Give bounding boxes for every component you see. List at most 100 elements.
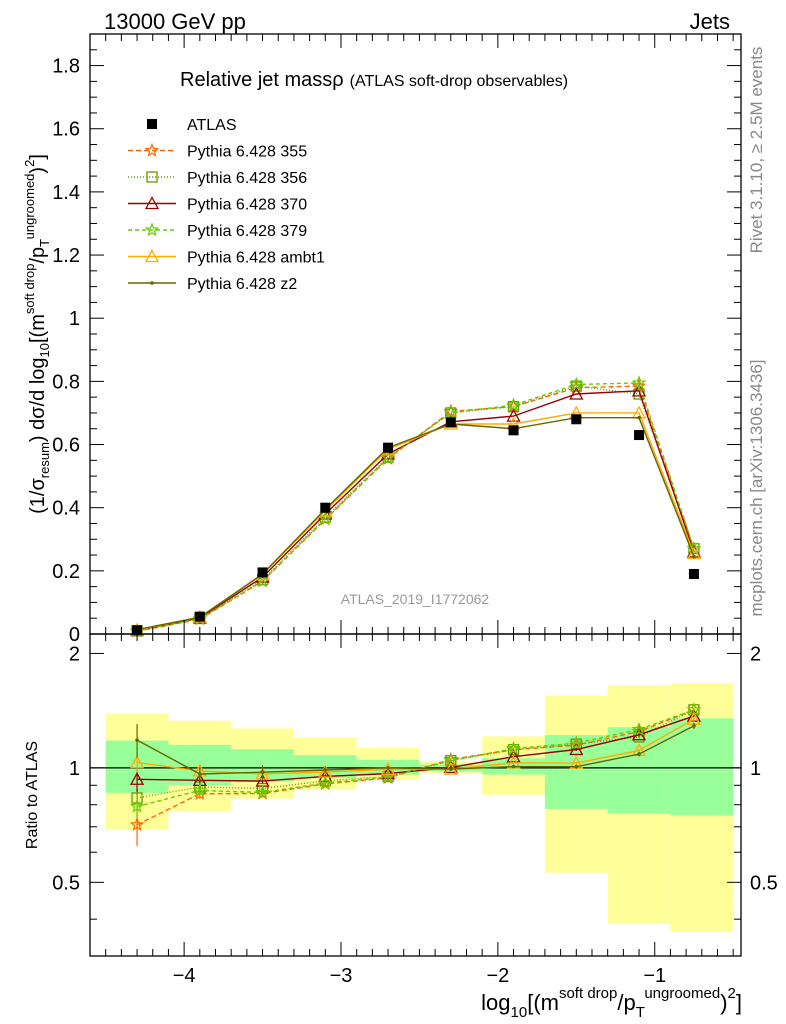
series-point xyxy=(443,403,459,418)
y-tick-label: 0.8 xyxy=(52,371,80,393)
y-tick-label: 1.4 xyxy=(52,182,80,204)
ratio-point xyxy=(318,764,333,778)
data-point xyxy=(508,425,519,436)
series-point xyxy=(637,415,641,420)
ratio-point xyxy=(260,770,265,774)
series-point xyxy=(506,397,521,412)
chart-title-main: Relative jet massρ xyxy=(180,69,344,91)
legend-label: Pythia 6.428 355 xyxy=(187,144,307,161)
ratio-point xyxy=(318,775,333,790)
ratio-point xyxy=(198,772,202,776)
chart-title: Relative jet massρ (ATLAS soft-drop obser… xyxy=(180,69,568,91)
data-point xyxy=(688,569,699,579)
legend-marker xyxy=(144,222,160,237)
series-point xyxy=(569,386,584,400)
ratio-point xyxy=(448,767,453,771)
header-left: 13000 GeV pp xyxy=(104,9,246,34)
x-tick-label: −4 xyxy=(173,965,196,987)
y-tick-label: 0.6 xyxy=(52,435,80,457)
y-tick-label: 0 xyxy=(69,624,80,646)
legend: ATLAS Pythia 6.428 355 Pythia 6.428 356 Pyt… xyxy=(128,117,325,293)
data-point xyxy=(634,430,645,441)
svg-text:Relative jet massρ(ATLAS soft-: Relative jet massρ (ATLAS soft-drop obser… xyxy=(180,69,568,91)
legend-marker-data xyxy=(147,119,157,129)
legend-label: Pythia 6.428 370 xyxy=(187,197,307,214)
ratio-point xyxy=(506,740,521,755)
ratio-point xyxy=(380,761,396,775)
data-point xyxy=(194,611,205,622)
y-tick-label: 1 xyxy=(69,308,80,330)
ratio-y-tick-label: 2 xyxy=(69,643,80,665)
data-point xyxy=(571,414,582,425)
y-tick-label: 0.4 xyxy=(52,498,80,520)
legend-label: Pythia 6.428 ambt1 xyxy=(187,250,325,267)
watermark: ATLAS_2019_I1772062 xyxy=(341,591,490,607)
ratio-point xyxy=(192,782,208,797)
ratio-point xyxy=(631,721,647,736)
legend-marker xyxy=(150,281,154,285)
ratio-panel xyxy=(90,683,741,933)
data-point xyxy=(383,442,394,453)
ratio-y-tick-label-right: 2 xyxy=(750,643,761,665)
series-point xyxy=(631,375,647,390)
data-point xyxy=(257,567,268,578)
ratio-y-tick-label-right: 0.5 xyxy=(750,872,778,894)
rivet-label: Rivet 3.1.10, ≥ 2.5M events xyxy=(747,47,766,254)
ratio-y-axis-label: Ratio to ATLAS xyxy=(24,741,41,849)
legend-marker xyxy=(144,142,160,157)
x-tick-label: −3 xyxy=(330,965,353,987)
series-line xyxy=(136,390,695,632)
ratio-line xyxy=(136,725,695,775)
legend-marker xyxy=(144,196,160,210)
x-axis-label: log10[(msoft drop/pTungroomed)2] xyxy=(481,985,742,1021)
series-point xyxy=(692,554,696,559)
y-tick-label: 1.2 xyxy=(52,245,80,267)
ratio-point xyxy=(129,755,145,769)
ratio-y-tick-label-right: 1 xyxy=(750,758,761,780)
legend-label: Pythia 6.428 379 xyxy=(187,223,307,240)
legend-label: Pythia 6.428 z2 xyxy=(187,276,297,293)
data-point xyxy=(445,417,456,428)
ratio-point xyxy=(135,738,139,742)
ratio-y-tick-label: 0.5 xyxy=(52,872,80,894)
mcplots-label: mcplots.cern.ch [arXiv:1306.3436] xyxy=(747,359,766,616)
data-point xyxy=(320,502,331,513)
ratio-point xyxy=(507,744,520,756)
legend-marker xyxy=(146,171,158,183)
series-point xyxy=(506,408,521,422)
ratio-point xyxy=(129,771,145,785)
ratio-y-tick-label: 1 xyxy=(69,758,80,780)
ratio-point xyxy=(129,798,145,813)
header-right: Jets xyxy=(690,9,730,34)
series-point xyxy=(507,400,520,413)
y-axis-label: (1/σresum) dσ/d log10[(msoft drop/pTungr… xyxy=(22,154,52,514)
ratio-point xyxy=(569,742,584,756)
legend-label-data: ATLAS xyxy=(187,117,237,134)
ratio-point xyxy=(569,735,584,750)
series-point xyxy=(569,376,584,391)
series-point xyxy=(380,446,396,460)
legend-label: Pythia 6.428 356 xyxy=(187,170,307,187)
ratio-point xyxy=(129,817,145,832)
x-tick-label: −1 xyxy=(643,965,666,987)
ratio-line xyxy=(136,709,695,808)
ratio-point xyxy=(443,760,458,774)
ratio-band-inner xyxy=(670,718,734,816)
ratio-point xyxy=(255,784,270,799)
ratio-frame xyxy=(89,633,742,957)
axes: −4 −3 −2 −1 0 0.2 0.4 0.6 0.8 1 1.2 1.4 1.6 1.8 0.5 0.5… xyxy=(52,33,778,987)
series-point xyxy=(318,511,333,525)
y-tick-label: 0.2 xyxy=(52,561,80,583)
y-tick-label: 1.6 xyxy=(52,119,80,141)
ratio-series-5 xyxy=(135,722,696,781)
ratio-line xyxy=(137,715,695,782)
chart-title-suffix: (ATLAS soft-drop observables) xyxy=(350,73,568,90)
ratio-point xyxy=(386,766,390,770)
ratio-point xyxy=(692,724,696,728)
legend-marker xyxy=(144,249,160,263)
ratio-point xyxy=(380,769,396,784)
ratio-point xyxy=(511,764,516,769)
x-tick-label: −2 xyxy=(486,965,509,987)
ratio-point xyxy=(637,752,641,756)
